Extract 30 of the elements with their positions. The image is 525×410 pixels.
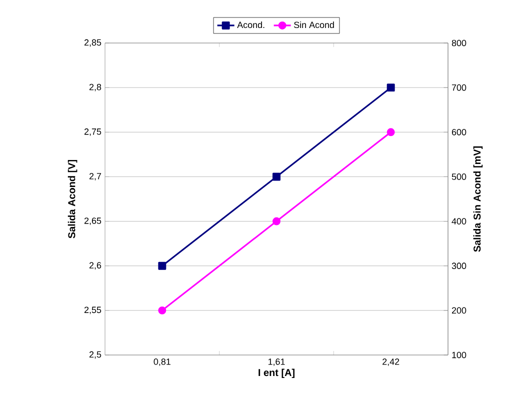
x-axis-title: I ent [A] — [258, 368, 294, 378]
y-tick-label: 2,5 — [89, 351, 102, 359]
y-tick-label: 2,85 — [84, 39, 102, 47]
x-tick-label: 1,61 — [268, 358, 285, 366]
y2-tick-label: 800 — [452, 40, 466, 46]
y-tick-label: 2,7 — [89, 173, 102, 180]
y2-tick-label: 700 — [452, 84, 466, 91]
y-tick-label: 2,75 — [84, 128, 102, 136]
y-tick-label: 2,55 — [84, 306, 102, 314]
point — [386, 84, 395, 92]
x-tick-label: 2,42 — [382, 358, 400, 366]
point — [158, 306, 166, 314]
point — [386, 128, 395, 136]
point — [272, 217, 280, 226]
y2-tick-label: 300 — [452, 262, 466, 270]
point — [158, 262, 166, 270]
y-tick-label: 2,8 — [89, 84, 102, 92]
y2-tick-label: 200 — [452, 307, 466, 314]
y2-axis-title: Salida Sin Acond [mV] — [473, 146, 483, 252]
point — [272, 172, 280, 181]
y2-tick-label: 500 — [452, 174, 466, 180]
y-tick-label: 2,65 — [84, 218, 102, 225]
x-tick-label: 0,81 — [154, 358, 170, 366]
y2-tick-label: 600 — [452, 128, 466, 136]
y2-tick-label: 400 — [452, 218, 466, 224]
legend-label: Sin Acond — [294, 21, 334, 28]
y2-tick-label: 100 — [452, 352, 466, 358]
legend-label: Acond. — [237, 21, 264, 28]
y-axis-title: Salida Acond [V] — [68, 160, 78, 238]
y-tick-label: 2,6 — [89, 262, 102, 270]
